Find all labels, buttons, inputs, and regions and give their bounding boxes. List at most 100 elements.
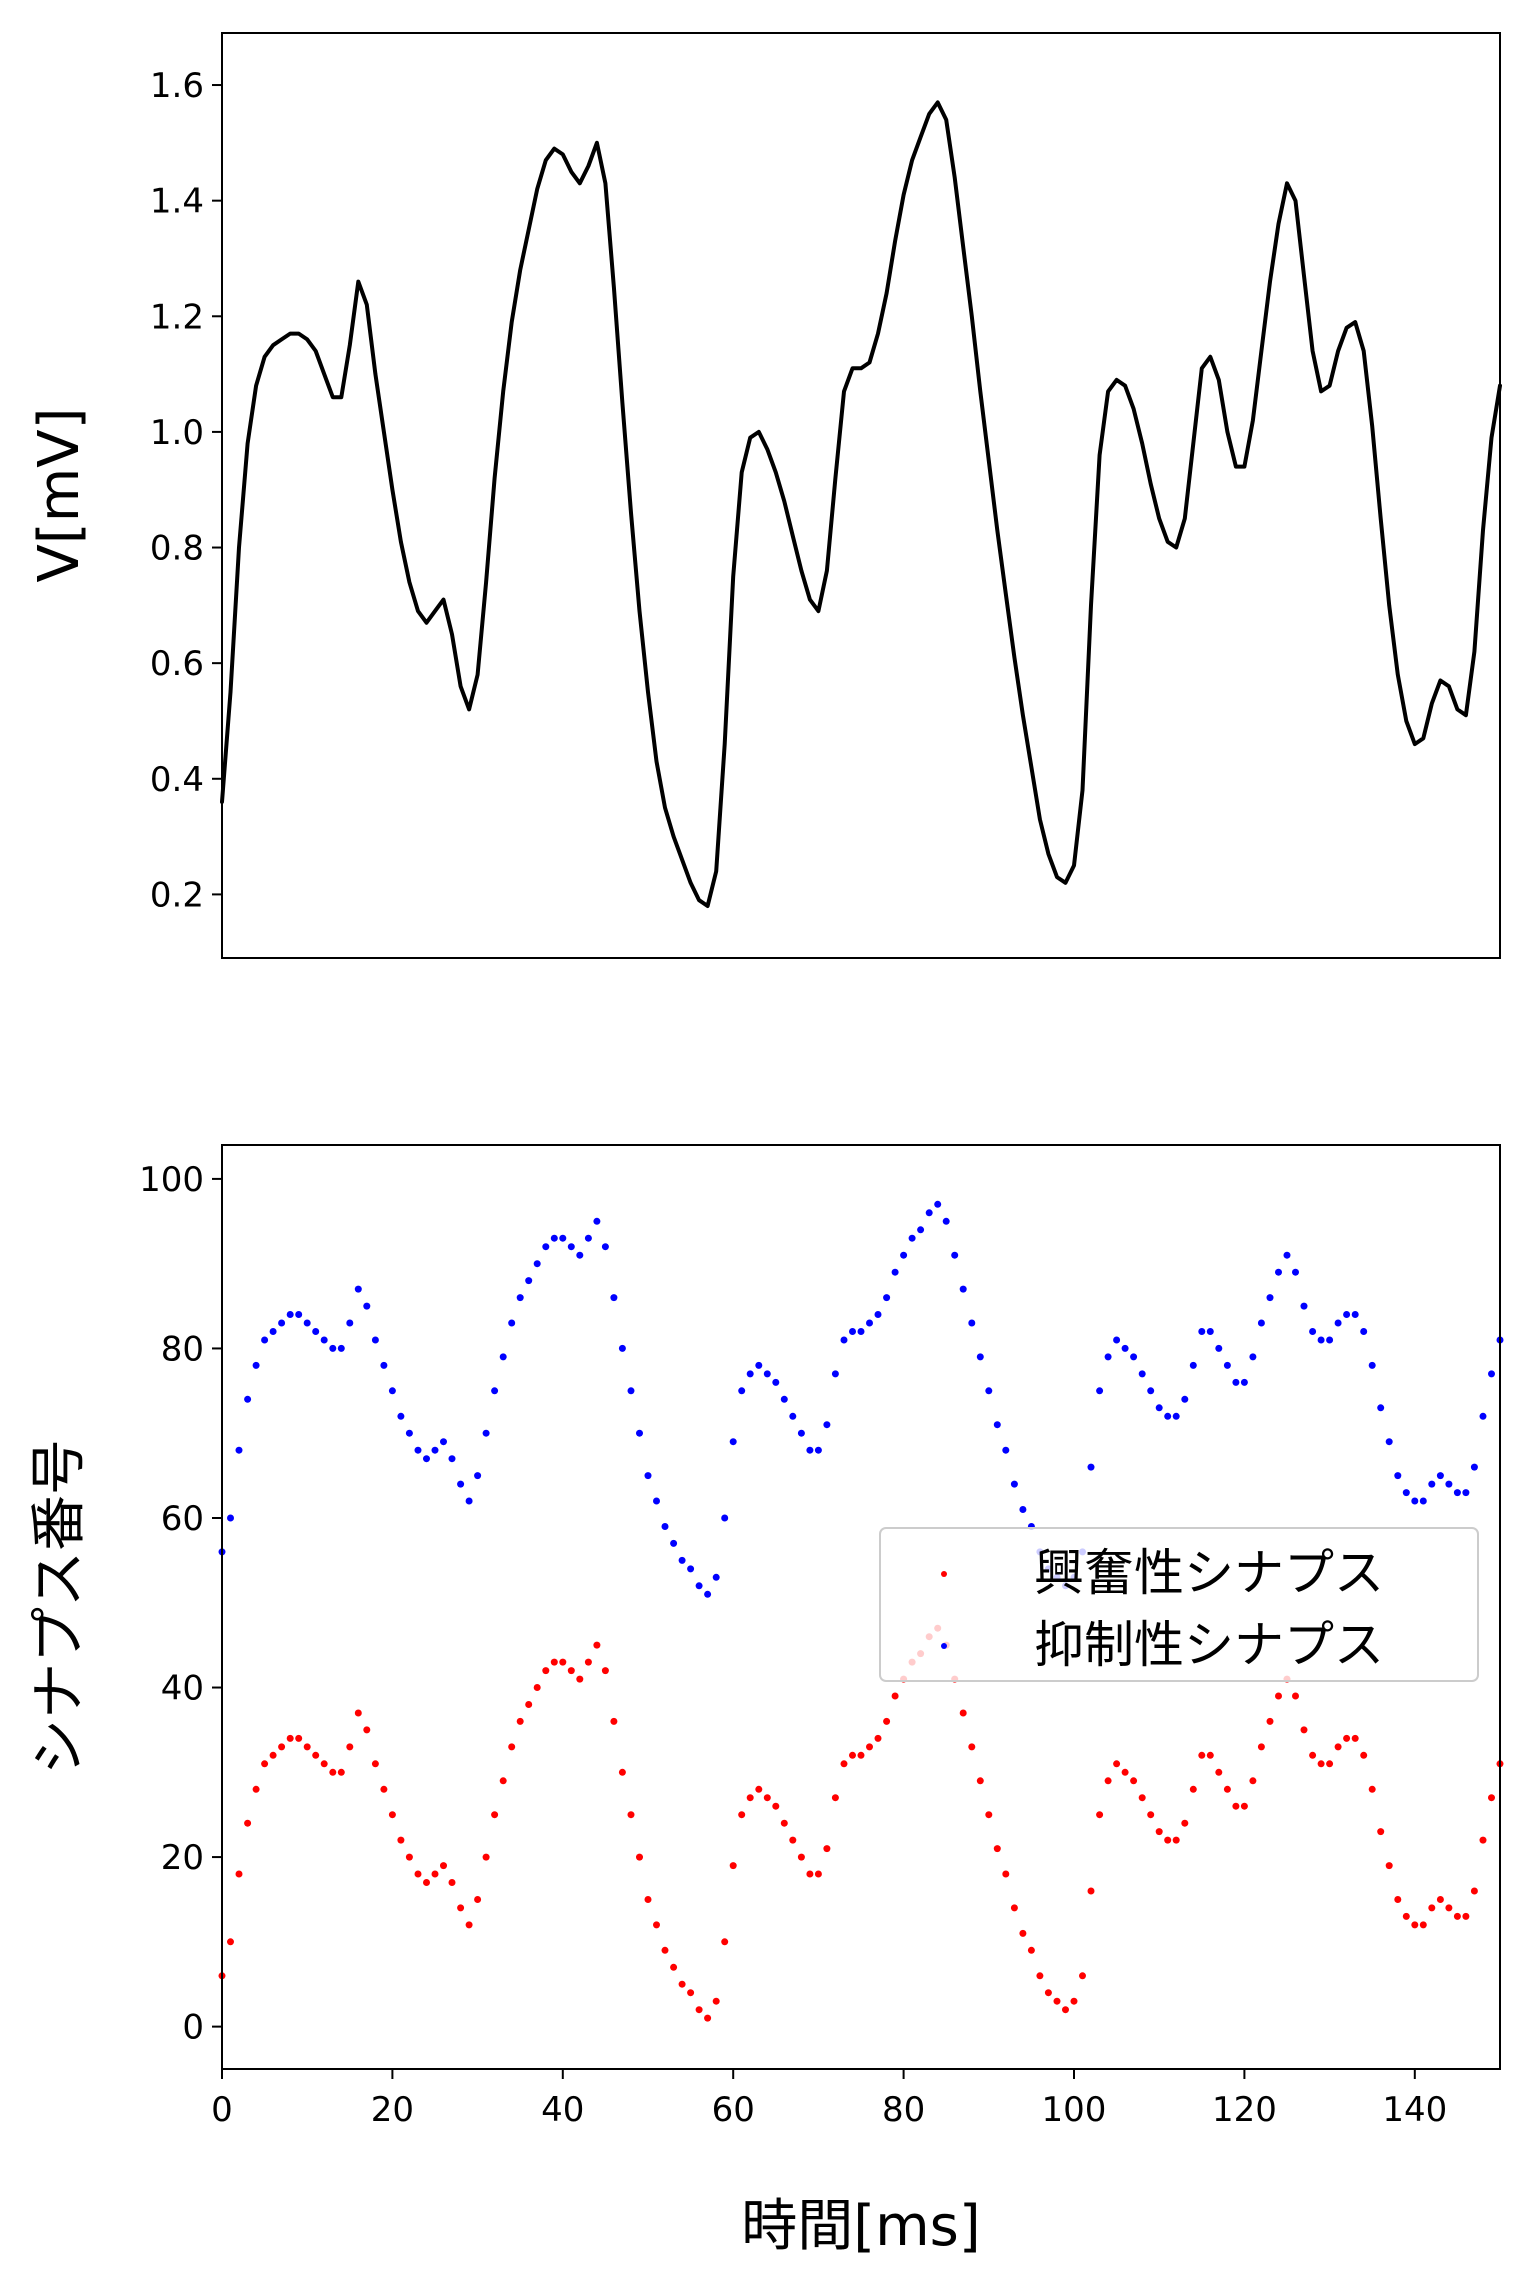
- inhibitory-spike-point: [474, 1472, 482, 1480]
- excitatory-spike-point: [738, 1811, 746, 1819]
- excitatory-spike-point: [1266, 1717, 1274, 1725]
- inhibitory-spike-point: [1385, 1438, 1393, 1446]
- inhibitory-spike-point: [1232, 1378, 1240, 1386]
- inhibitory-spike-point: [1181, 1395, 1189, 1403]
- inhibitory-spike-point: [746, 1370, 754, 1378]
- inhibitory-spike-point: [687, 1565, 695, 1573]
- excitatory-spike-point: [627, 1811, 635, 1819]
- inhibitory-spike-point: [1198, 1328, 1206, 1335]
- excitatory-spike-point: [670, 1963, 678, 1971]
- inhibitory-spike-point: [1419, 1497, 1427, 1505]
- inhibitory-spike-point: [1351, 1311, 1359, 1318]
- excitatory-spike-point: [405, 1853, 413, 1861]
- excitatory-spike-point: [1377, 1828, 1385, 1836]
- excitatory-spike-point: [729, 1862, 737, 1870]
- inhibitory-spike-point: [363, 1302, 371, 1310]
- excitatory-spike-point: [1002, 1870, 1010, 1878]
- y-tick-label: 80: [161, 1329, 204, 1369]
- excitatory-spike-point: [1113, 1760, 1121, 1768]
- inhibitory-spike-point: [1172, 1412, 1180, 1420]
- y-tick-label: 20: [161, 1838, 204, 1878]
- inhibitory-spike-point: [721, 1514, 729, 1522]
- excitatory-spike-point: [1206, 1751, 1214, 1759]
- excitatory-spike-point: [968, 1743, 976, 1751]
- inhibitory-spike-point: [1249, 1353, 1257, 1361]
- excitatory-spike-point: [661, 1946, 669, 1954]
- inhibitory-spike-point: [806, 1446, 814, 1454]
- excitatory-spike-point: [1249, 1777, 1257, 1785]
- inhibitory-spike-point: [849, 1328, 856, 1335]
- excitatory-spike-point: [789, 1836, 797, 1844]
- excitatory-spike-point: [303, 1743, 311, 1751]
- inhibitory-spike-point: [542, 1243, 550, 1251]
- voltage-y-ticks: 0.2 0.4 0.6 0.8 1.0 1.2 1.4 1.6: [150, 66, 222, 915]
- inhibitory-spike-point: [1206, 1328, 1214, 1335]
- excitatory-spike-point: [542, 1667, 550, 1675]
- excitatory-spike-point: [244, 1819, 252, 1827]
- inhibitory-spike-point: [1266, 1294, 1274, 1302]
- inhibitory-spike-point: [525, 1277, 533, 1285]
- excitatory-spike-point: [584, 1658, 592, 1666]
- inhibitory-spike-point: [695, 1582, 703, 1590]
- excitatory-spike-point: [423, 1879, 430, 1886]
- excitatory-spike-point: [363, 1726, 371, 1734]
- y-tick-label: 0: [182, 2008, 204, 2048]
- excitatory-spike-point: [1164, 1836, 1172, 1844]
- excitatory-spike-point: [1479, 1836, 1487, 1844]
- inhibitory-spike-point: [269, 1328, 277, 1335]
- synapse-y-axis-label: シナプス番号: [27, 1439, 92, 1775]
- y-tick-label: 0.8: [150, 529, 204, 569]
- inhibitory-spike-point: [1436, 1472, 1444, 1480]
- inhibitory-spike-point: [320, 1336, 328, 1344]
- excitatory-spike-point: [1223, 1785, 1231, 1793]
- inhibitory-spike-point: [729, 1438, 737, 1446]
- inhibitory-spike-point: [1360, 1328, 1368, 1335]
- excitatory-spike-point: [261, 1760, 269, 1768]
- x-tick-label: 140: [1382, 2090, 1447, 2130]
- inhibitory-spike-point: [1368, 1361, 1376, 1369]
- inhibitory-spike-point: [636, 1429, 643, 1437]
- synapse-x-ticks: 0 20 40 60 80 100 120 140: [211, 2069, 1447, 2130]
- excitatory-spike-point: [431, 1870, 439, 1878]
- voltage-trace-line: [220, 100, 1502, 908]
- excitatory-spike-point: [440, 1862, 447, 1870]
- y-tick-label: 60: [161, 1499, 204, 1539]
- excitatory-spike-point: [1138, 1794, 1146, 1802]
- inhibitory-spike-point: [942, 1217, 950, 1225]
- excitatory-spike-point: [491, 1811, 499, 1819]
- inhibitory-spike-point: [627, 1387, 635, 1395]
- inhibitory-spike-point: [653, 1497, 660, 1505]
- inhibitory-spike-point: [704, 1590, 712, 1598]
- inhibitory-spike-point: [925, 1209, 933, 1217]
- inhibitory-spike-point: [1428, 1480, 1436, 1488]
- excitatory-spike-point: [337, 1768, 345, 1776]
- excitatory-spike-point: [329, 1768, 337, 1776]
- excitatory-spike-point: [746, 1794, 754, 1802]
- inhibitory-spike-point: [763, 1370, 771, 1378]
- excitatory-spike-point: [567, 1667, 575, 1675]
- inhibitory-spike-point: [1326, 1336, 1334, 1344]
- inhibitory-spike-point: [380, 1361, 388, 1369]
- excitatory-spike-point: [448, 1879, 456, 1886]
- excitatory-spike-point: [780, 1819, 788, 1827]
- excitatory-spike-point: [1462, 1912, 1470, 1920]
- excitatory-spike-point: [985, 1811, 993, 1819]
- inhibitory-spike-point: [1002, 1446, 1010, 1454]
- inhibitory-spike-point: [670, 1539, 678, 1547]
- excitatory-spike-point: [388, 1811, 396, 1819]
- legend-label-excitatory: 興奮性シナプス: [1034, 1544, 1384, 1602]
- excitatory-spike-point: [1257, 1743, 1265, 1751]
- inhibitory-spike-point: [823, 1421, 831, 1429]
- excitatory-spike-point: [525, 1701, 533, 1708]
- excitatory-spike-point: [1292, 1692, 1299, 1700]
- inhibitory-spike-point: [678, 1556, 686, 1564]
- excitatory-spike-point: [1096, 1811, 1104, 1819]
- inhibitory-spike-point: [1453, 1489, 1461, 1497]
- inhibitory-spike-point: [874, 1311, 882, 1318]
- inhibitory-spike-point: [337, 1344, 345, 1352]
- y-tick-label: 0.2: [150, 875, 204, 915]
- inhibitory-spike-point: [533, 1260, 541, 1268]
- inhibitory-spike-point: [482, 1429, 490, 1437]
- inhibitory-spike-point: [1402, 1489, 1410, 1497]
- inhibitory-spike-point: [1104, 1353, 1112, 1361]
